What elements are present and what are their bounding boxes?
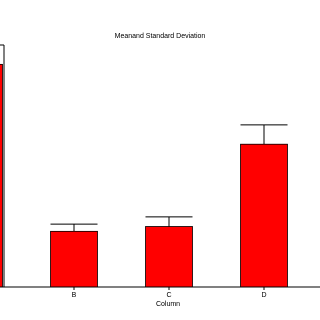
chart-title: Meanand Standard Deviation — [115, 33, 206, 40]
x-tick-label: B — [72, 292, 77, 299]
bar — [0, 63, 3, 288]
x-tick-label: D — [261, 292, 266, 299]
bar — [240, 143, 288, 288]
x-axis-label: Column — [156, 301, 180, 308]
bar — [50, 230, 98, 288]
bar — [145, 226, 193, 288]
x-tick-label: C — [166, 292, 171, 299]
